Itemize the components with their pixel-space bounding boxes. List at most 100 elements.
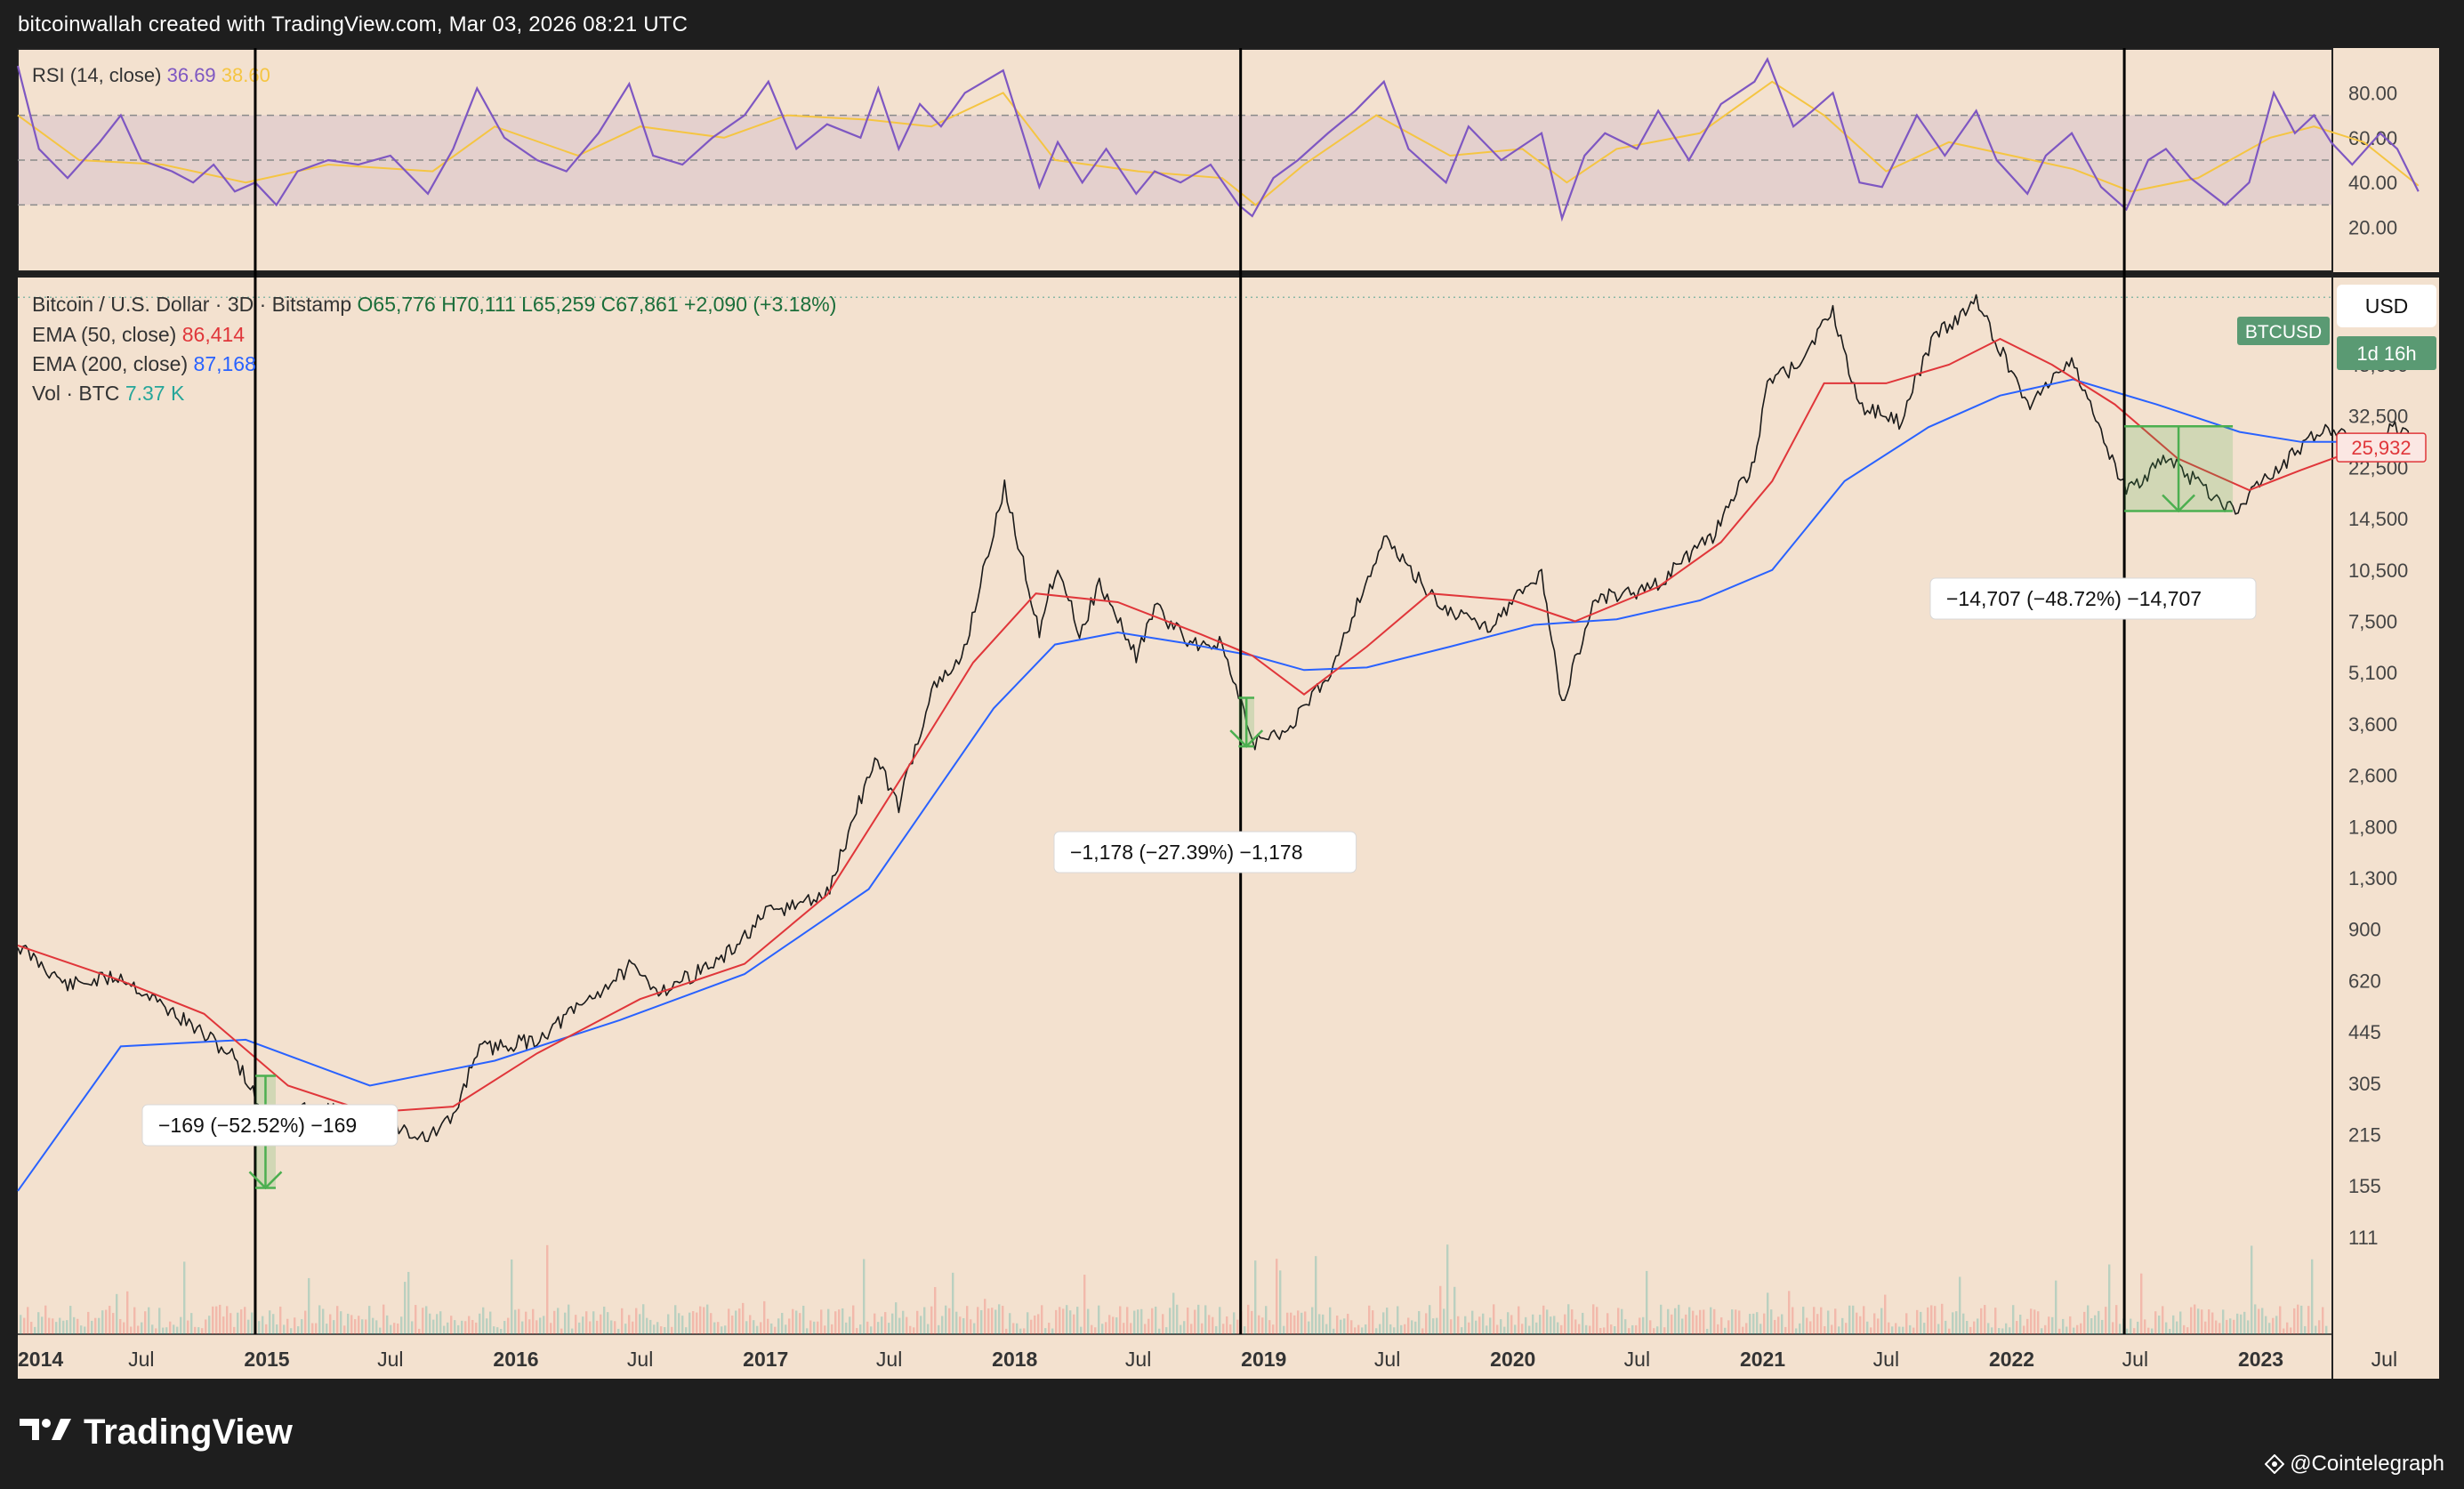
volume-bar (863, 1259, 866, 1334)
volume-bar (461, 1320, 463, 1334)
ema200-legend: EMA (200, close) 87,168 (32, 352, 256, 375)
volume-bar (411, 1321, 414, 1334)
volume-bar (2026, 1318, 2029, 1334)
volume-bar (1251, 1310, 1253, 1334)
volume-bar (2190, 1307, 2193, 1334)
volume-bar (2076, 1324, 2079, 1334)
volume-bar (489, 1311, 492, 1334)
volume-bar (2304, 1325, 2307, 1334)
volume-bar (1799, 1323, 1801, 1334)
volume-bar (1094, 1327, 1097, 1334)
volume-bar (745, 1321, 748, 1334)
price-tick-label: 155 (2348, 1175, 2381, 1197)
volume-bar (1446, 1244, 1449, 1334)
volume-bar (1486, 1325, 1488, 1334)
volume-bar (817, 1321, 819, 1334)
volume-bar (1685, 1314, 1687, 1334)
volume-bar (831, 1324, 833, 1334)
volume-bar (1841, 1317, 1844, 1334)
volume-bar (1717, 1324, 1719, 1334)
volume-bar (607, 1312, 609, 1334)
symbol-name: Bitcoin / U.S. Dollar · 3D · Bitstamp (32, 293, 358, 316)
volume-bar (1315, 1256, 1317, 1334)
volume-bar (2201, 1309, 2203, 1334)
volume-bar (653, 1324, 656, 1334)
volume-bar (1589, 1325, 1591, 1334)
volume-bar (1204, 1305, 1207, 1334)
volume-bar (1215, 1325, 1218, 1334)
volume-bar (343, 1325, 346, 1334)
volume-bar (425, 1306, 428, 1334)
volume-bar (809, 1320, 812, 1334)
volume-bar (329, 1314, 332, 1334)
volume-bar (2218, 1323, 2221, 1334)
volume-bar (2115, 1305, 2118, 1334)
volume-bar (1663, 1327, 1666, 1334)
volume-bar (1539, 1315, 1542, 1334)
volume-bar (1354, 1327, 1357, 1334)
volume-bar (1507, 1312, 1510, 1334)
volume-bar (1183, 1321, 1186, 1334)
volume-bar (173, 1324, 175, 1334)
volume-bar (1147, 1318, 1150, 1334)
volume-bar (1834, 1308, 1837, 1334)
volume-bar (251, 1312, 254, 1334)
volume-bar (1393, 1327, 1396, 1334)
ticker-badge-label: BTCUSD (2245, 322, 2322, 342)
volume-bar (973, 1323, 976, 1334)
volume-bar (1959, 1276, 1961, 1334)
volume-bar (795, 1310, 798, 1334)
volume-bar (2101, 1319, 2104, 1334)
volume-bar (1912, 1327, 1915, 1334)
time-tick-label: Jul (876, 1348, 902, 1371)
volume-bar (20, 1315, 22, 1334)
volume-bar (1012, 1323, 1015, 1334)
volume-bar (1496, 1324, 1499, 1334)
volume-bar (422, 1308, 424, 1334)
volume-bar (84, 1326, 86, 1334)
volume-bar (2051, 1316, 2054, 1334)
volume-bar (2229, 1318, 2232, 1334)
volume-bar (1987, 1323, 1990, 1334)
volume-bar (1592, 1304, 1595, 1334)
volume-bar (109, 1306, 111, 1334)
volume-bar (945, 1305, 947, 1334)
volume-bar (2307, 1306, 2310, 1334)
volume-bar (169, 1321, 172, 1334)
rsi-tick-label: 60.00 (2348, 127, 2397, 149)
volume-bar (1076, 1307, 1079, 1334)
rsi-legend: RSI (14, close) 36.69 38.60 (32, 64, 270, 86)
volume-bar (1475, 1320, 1478, 1334)
measure-label-text: −169 (−52.52%) −169 (158, 1114, 357, 1137)
volume-bar (1343, 1318, 1346, 1334)
volume-bar (1813, 1307, 1816, 1334)
volume-bar (2258, 1308, 2260, 1334)
volume-bar (1080, 1326, 1083, 1334)
volume-bar (158, 1308, 161, 1334)
time-tick-label: 2020 (1490, 1348, 1535, 1371)
measure-tool (1229, 696, 1264, 748)
rsi-tick-label: 80.00 (2348, 82, 2397, 104)
volume-bar (1073, 1314, 1075, 1334)
volume-bar (1969, 1326, 1972, 1334)
volume-bar (80, 1325, 83, 1334)
volume-bar (1482, 1313, 1485, 1334)
volume-bar (1856, 1312, 1858, 1334)
volume-bar (141, 1322, 143, 1334)
volume-bar (2183, 1324, 2186, 1334)
volume-bar (678, 1313, 680, 1334)
volume-bar (269, 1310, 271, 1334)
volume-bar (1226, 1316, 1228, 1334)
volume-bar (443, 1325, 446, 1334)
ohlc-h: H70,111 (441, 293, 521, 316)
volume-bar (642, 1304, 645, 1334)
volume-bar (262, 1316, 264, 1334)
tradingview-brand[interactable]: TradingView (20, 1413, 293, 1453)
volume-bar (1614, 1325, 1616, 1334)
volume-bar (799, 1313, 801, 1334)
volume-bar (955, 1311, 958, 1334)
volume-bar (959, 1316, 962, 1334)
volume-bar (482, 1307, 485, 1334)
volume-bar (1244, 1326, 1246, 1334)
